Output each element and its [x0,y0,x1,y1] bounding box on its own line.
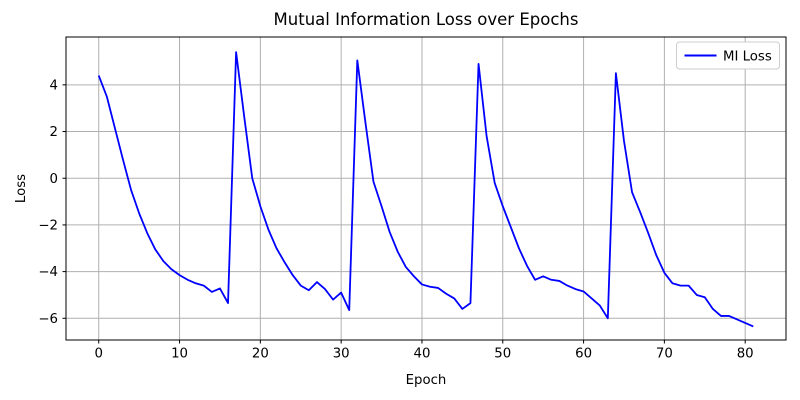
x-tick-label: 50 [494,347,511,362]
chart-title: Mutual Information Loss over Epochs [274,10,579,29]
y-tick-label: −6 [38,312,58,327]
x-axis-label: Epoch [406,373,447,388]
grid-lines [66,37,786,340]
x-tick-label: 10 [171,347,188,362]
y-tick-label: 0 [50,172,58,187]
x-tick-labels: 0 10 20 30 40 50 60 70 80 [94,347,753,362]
x-tick-label: 80 [737,347,754,362]
y-tick-label: 4 [50,78,58,93]
y-tick-label: −4 [38,265,58,280]
y-axis-label: Loss [14,174,29,203]
x-tick-label: 70 [656,347,673,362]
x-tick-label: 40 [413,347,430,362]
y-tick-label: −2 [38,219,58,234]
x-tick-label: 60 [575,347,592,362]
x-tick-label: 20 [252,347,269,362]
legend-box [676,41,780,70]
legend-label: MI Loss [723,49,772,64]
axis-ticks [62,84,746,344]
mi-loss-line [97,51,754,328]
legend: MI Loss [676,41,780,70]
plot-border [65,36,787,341]
y-tick-labels: −6 −4 −2 0 2 4 [38,78,58,326]
x-tick-label: 0 [94,347,102,362]
y-tick-label: 2 [50,125,58,140]
x-tick-label: 30 [333,347,350,362]
